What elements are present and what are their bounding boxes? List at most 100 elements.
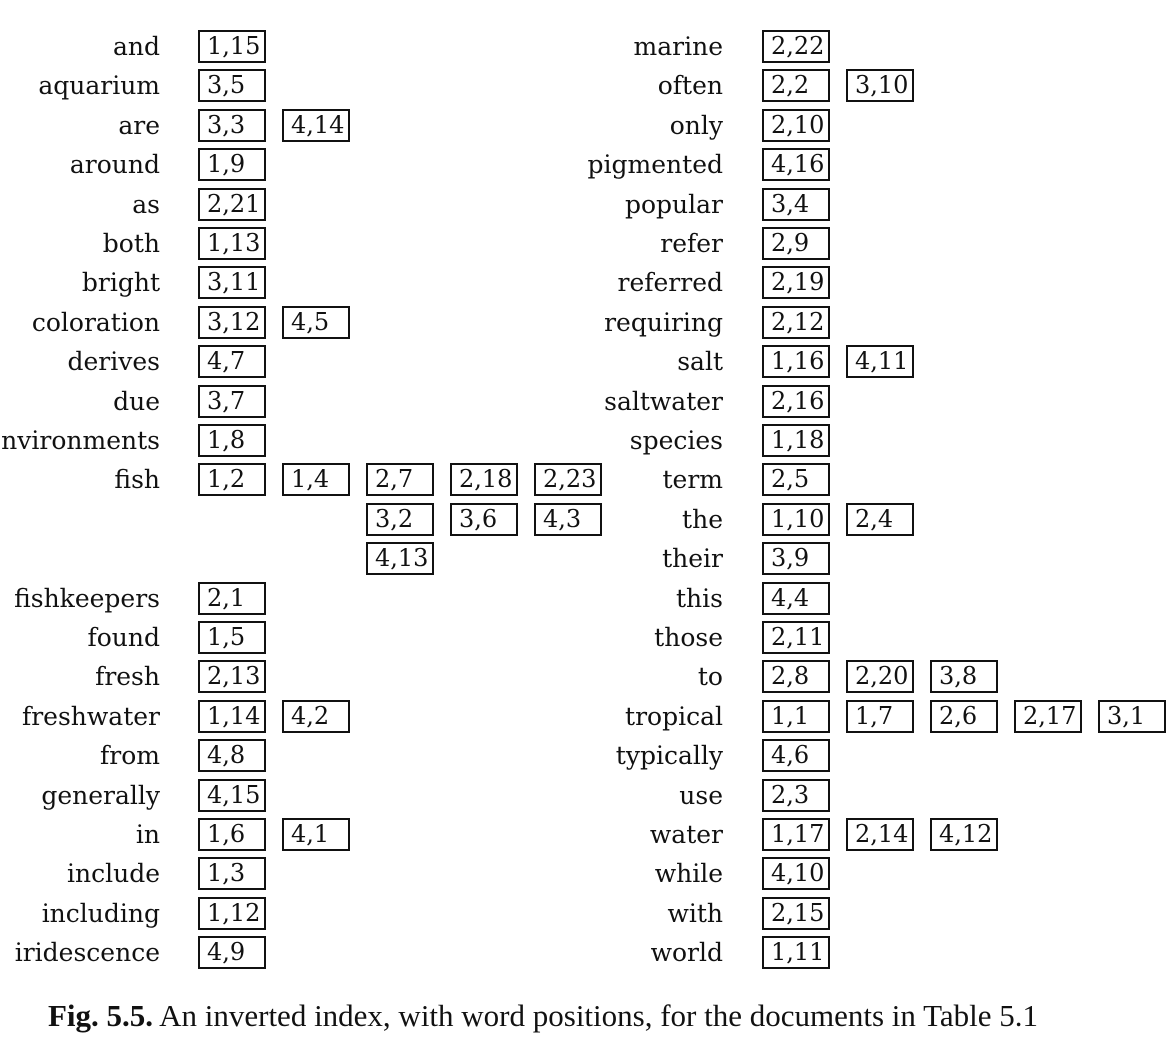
posting-box: 3,10 (846, 69, 914, 103)
posting-box: 2,1 (198, 581, 266, 615)
index-term: typically (615, 741, 723, 771)
posting-box: 1,10 (762, 502, 830, 536)
index-term: world (650, 938, 723, 968)
index-term: from (100, 741, 160, 771)
posting-box: 4,4 (762, 581, 830, 615)
posting-box: 4,7 (198, 345, 266, 379)
posting-box: 1,3 (198, 857, 266, 891)
posting-box: 2,18 (450, 463, 518, 497)
posting-box: 3,8 (930, 660, 998, 694)
index-term: fishkeepers (14, 583, 160, 613)
posting-box: 2,12 (762, 305, 830, 339)
index-term: use (679, 780, 723, 810)
index-term: only (669, 110, 723, 140)
posting-box: 4,6 (762, 739, 830, 773)
posting-box: 2,15 (762, 896, 830, 930)
posting-box: 2,10 (762, 108, 830, 142)
index-term: and (112, 32, 160, 61)
posting-box: 3,1 (1098, 699, 1166, 733)
posting-box: 4,5 (282, 305, 350, 339)
posting-box: 1,16 (762, 345, 830, 379)
posting-box: 1,13 (198, 227, 266, 260)
index-term: this (676, 583, 723, 613)
index-term: environments (0, 426, 160, 455)
index-term: around (69, 150, 160, 180)
index-term: aquarium (38, 71, 160, 101)
posting-box: 3,3 (198, 108, 266, 142)
inverted-index: and 1,15 aquarium 3,5 are 3,3 4,14 around 1,9 as 2… (0, 30, 1166, 970)
index-term: derives (67, 347, 161, 377)
posting-box: 2,11 (762, 621, 830, 654)
posting-box: 3,6 (450, 502, 518, 536)
posting-box: 4,10 (762, 857, 830, 891)
posting-box: 4,2 (282, 699, 350, 733)
posting-box: 1,18 (762, 424, 830, 457)
index-term: salt (677, 347, 723, 377)
posting-box: 2,9 (762, 227, 830, 260)
index-term: those (654, 623, 723, 652)
posting-box: 1,15 (198, 30, 266, 63)
index-term: saltwater (604, 386, 723, 416)
index-term: are (118, 110, 160, 140)
index-term: as (132, 189, 160, 219)
index-term: tropical (625, 701, 723, 731)
posting-box: 2,2 (762, 69, 830, 103)
index-term: bright (81, 268, 160, 298)
index-term: found (87, 623, 160, 652)
index-term: include (67, 859, 160, 889)
index-term: referred (617, 268, 724, 298)
posting-box: 2,20 (846, 660, 914, 694)
index-term: coloration (31, 307, 160, 337)
posting-box: 1,11 (762, 936, 830, 970)
posting-box: 1,17 (762, 818, 830, 851)
posting-box: 2,19 (762, 266, 830, 300)
index-term: both (102, 229, 160, 258)
posting-box: 4,16 (762, 148, 830, 182)
posting-box: 4,9 (198, 936, 266, 970)
posting-box: 4,1 (282, 818, 350, 851)
posting-box: 4,8 (198, 739, 266, 773)
posting-box: 2,22 (762, 30, 830, 63)
index-term: term (662, 465, 724, 495)
posting-box: 1,12 (198, 896, 266, 930)
posting-box: 3,4 (762, 187, 830, 221)
posting-box: 2,17 (1014, 699, 1082, 733)
posting-box: 2,6 (930, 699, 998, 733)
index-term: the (682, 504, 723, 534)
posting-box: 4,12 (930, 818, 998, 851)
index-term: their (662, 544, 723, 574)
index-term: often (657, 71, 723, 101)
posting-box: 2,16 (762, 384, 830, 418)
index-term: popular (624, 189, 723, 219)
index-term: fresh (95, 662, 160, 692)
posting-box: 3,11 (198, 266, 266, 300)
posting-box: 2,3 (762, 778, 830, 812)
posting-box: 1,14 (198, 699, 266, 733)
index-term: in (135, 820, 160, 849)
posting-box: 3,9 (762, 542, 830, 576)
figure-caption: Fig. 5.5. An inverted index, with word p… (48, 996, 1148, 1036)
posting-box: 1,4 (282, 463, 350, 497)
posting-box: 2,8 (762, 660, 830, 694)
caption-text: An inverted index, with word positions, … (159, 998, 1039, 1033)
index-term: species (629, 426, 723, 455)
posting-box: 2,4 (846, 502, 914, 536)
posting-box: 1,6 (198, 818, 266, 851)
posting-box: 3,5 (198, 69, 266, 103)
index-term: water (649, 820, 723, 849)
posting-box: 4,14 (282, 108, 350, 142)
posting-box: 3,12 (198, 305, 266, 339)
index-term: freshwater (21, 701, 160, 731)
index-term: due (113, 386, 160, 416)
posting-box: 4,11 (846, 345, 914, 379)
posting-box: 1,7 (846, 699, 914, 733)
caption-label: Fig. 5.5. (48, 998, 154, 1033)
posting-box: 1,5 (198, 621, 266, 654)
posting-box: 1,8 (198, 424, 266, 457)
index-term: to (697, 662, 723, 692)
posting-box: 1,1 (762, 699, 830, 733)
posting-box: 2,13 (198, 660, 266, 694)
index-term: including (41, 898, 160, 928)
posting-box: 3,2 (366, 502, 434, 536)
index-term: requiring (604, 307, 723, 337)
